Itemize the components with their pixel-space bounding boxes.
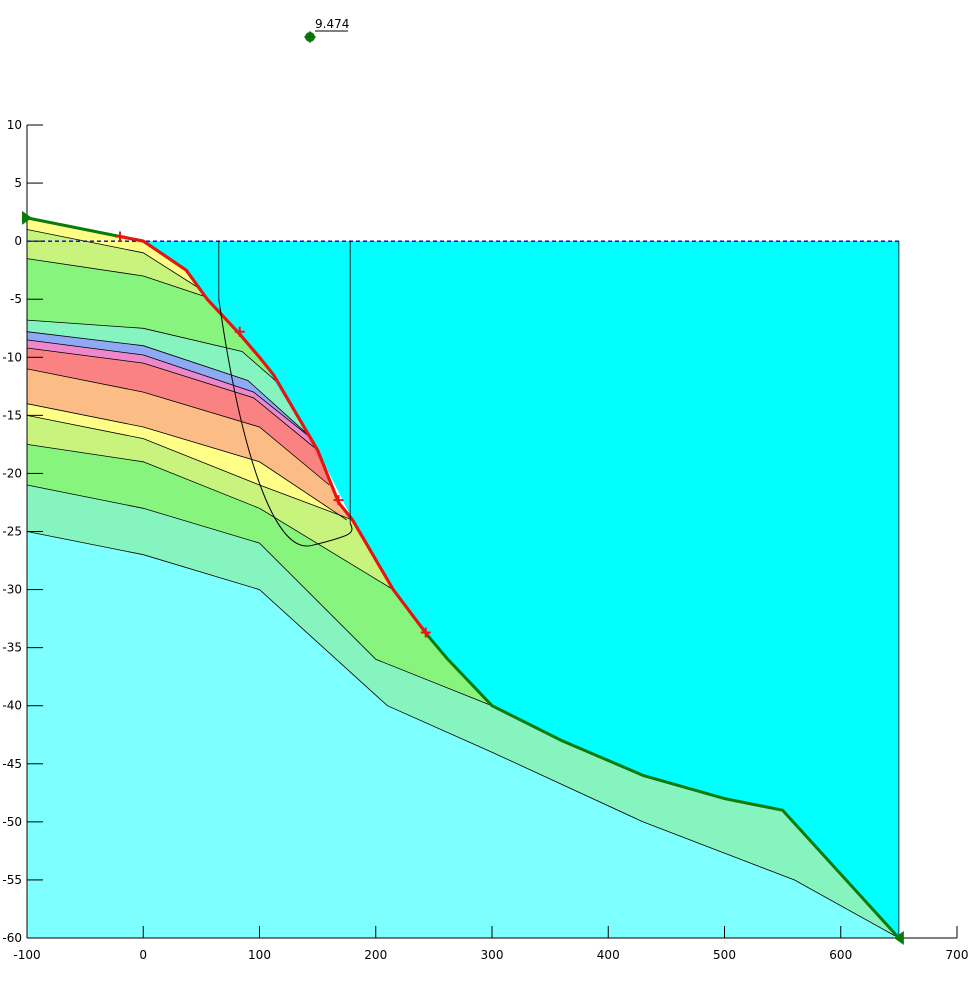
y-tick-label: 5	[14, 176, 22, 190]
y-tick-label: -25	[2, 525, 22, 539]
x-tick-label: 600	[829, 948, 852, 962]
layer-boundary-8	[27, 368, 330, 486]
y-tick-label: -30	[2, 583, 22, 597]
left-end-marker	[22, 210, 32, 225]
y-tick-label: -45	[2, 757, 22, 771]
factor-of-safety-label: 9.474	[315, 17, 349, 31]
y-tick-label: -10	[2, 350, 22, 364]
y-tick-label: -5	[10, 292, 22, 306]
x-tick-label: -100	[13, 948, 40, 962]
x-tick-label: 400	[597, 948, 620, 962]
y-tick-label: 0	[14, 234, 22, 248]
critical-segment-line	[119, 235, 430, 637]
x-tick-label: 0	[139, 948, 147, 962]
x-tick-label: 100	[248, 948, 271, 962]
layer-boundary-7	[27, 347, 318, 451]
y-tick-label: -55	[2, 873, 22, 887]
axes: 10 5 0 -5 -10 -15 -20 -25 -30 -35 -40 -45 -50 -55 -60 -…	[2, 118, 968, 962]
x-tick-label: 300	[481, 948, 504, 962]
slip-surface-arc	[218, 299, 353, 547]
layer-boundary-9	[27, 403, 347, 521]
y-tick-label: -35	[2, 641, 22, 655]
y-tick-label: -15	[2, 408, 22, 422]
y-tick-label: -20	[2, 466, 22, 480]
water-area	[143, 241, 899, 939]
labels: 9.474	[315, 17, 349, 32]
x-tick-label: 500	[713, 948, 736, 962]
y-tick-label: -40	[2, 699, 22, 713]
layer-boundary-6	[27, 339, 313, 439]
overlay	[22, 31, 904, 945]
x-tick-label: 700	[946, 948, 969, 962]
y-tick-label: 10	[7, 118, 22, 132]
layer-boundary-5	[27, 331, 307, 434]
x-tick-label: 200	[364, 948, 387, 962]
y-tick-label: -60	[2, 931, 22, 945]
right-end-marker	[893, 931, 904, 945]
layer-boundary-13	[27, 531, 899, 938]
layer-boundary-4	[27, 319, 289, 393]
y-tick-label: -50	[2, 815, 22, 829]
water-body	[143, 241, 900, 939]
soil-layer-13	[27, 531, 899, 938]
layer-boundary-2	[27, 229, 208, 294]
